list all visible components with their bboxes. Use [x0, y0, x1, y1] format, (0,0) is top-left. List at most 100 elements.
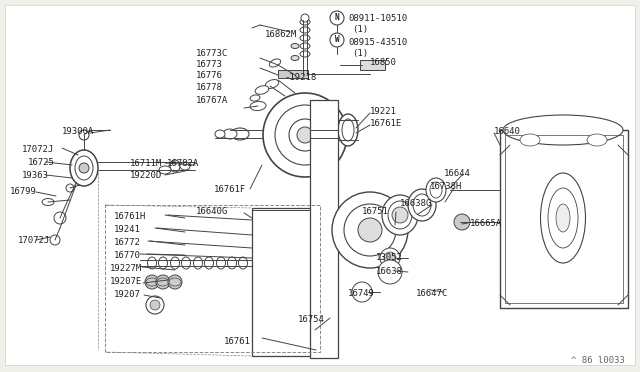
Text: 16761H: 16761H: [114, 212, 147, 221]
Text: 17072J: 17072J: [18, 236, 51, 245]
Ellipse shape: [215, 130, 225, 138]
Ellipse shape: [205, 257, 214, 269]
Circle shape: [79, 130, 89, 140]
Circle shape: [384, 252, 396, 264]
Text: 16761: 16761: [224, 337, 251, 346]
Ellipse shape: [159, 166, 171, 174]
Bar: [360, 60, 385, 70]
Circle shape: [145, 275, 159, 289]
Circle shape: [392, 207, 408, 223]
Ellipse shape: [408, 189, 436, 221]
Ellipse shape: [413, 194, 431, 216]
Ellipse shape: [223, 129, 237, 139]
Text: 16776: 16776: [196, 71, 223, 80]
Circle shape: [66, 184, 74, 192]
Circle shape: [156, 275, 170, 289]
Ellipse shape: [300, 51, 310, 57]
Bar: [500, 130, 628, 308]
Ellipse shape: [170, 257, 179, 269]
Circle shape: [352, 282, 372, 302]
Text: 19207E: 19207E: [110, 277, 142, 286]
Ellipse shape: [266, 80, 278, 89]
Text: 16773C: 16773C: [196, 49, 228, 58]
Text: 16767A: 16767A: [196, 96, 228, 105]
Ellipse shape: [170, 160, 180, 172]
Text: 16640G: 16640G: [196, 207, 228, 216]
Text: 16862M: 16862M: [265, 30, 297, 39]
Text: 16778: 16778: [196, 83, 223, 92]
Text: 16644: 16644: [444, 169, 471, 178]
Ellipse shape: [342, 119, 354, 141]
Circle shape: [54, 212, 66, 224]
Ellipse shape: [556, 204, 570, 232]
Text: 13052: 13052: [376, 253, 403, 262]
Text: 19221: 19221: [370, 107, 397, 116]
Text: (1): (1): [352, 49, 368, 58]
Ellipse shape: [180, 162, 190, 170]
Ellipse shape: [338, 114, 358, 146]
Ellipse shape: [250, 102, 266, 110]
Circle shape: [50, 235, 60, 245]
Text: 16761F: 16761F: [214, 185, 246, 194]
Text: 08915-43510: 08915-43510: [348, 38, 407, 47]
Circle shape: [79, 163, 89, 173]
Text: 19207: 19207: [114, 290, 141, 299]
Text: 16665A: 16665A: [470, 219, 502, 228]
Text: W: W: [335, 35, 339, 45]
Bar: [252, 208, 314, 356]
Text: 19227M: 19227M: [110, 264, 142, 273]
Ellipse shape: [300, 19, 310, 25]
Text: 19363: 19363: [22, 171, 49, 180]
Circle shape: [297, 127, 313, 143]
Circle shape: [150, 300, 160, 310]
Ellipse shape: [503, 115, 623, 145]
Text: 16749: 16749: [348, 289, 375, 298]
Text: 16772: 16772: [114, 238, 141, 247]
Circle shape: [146, 296, 164, 314]
Text: 08911-10510: 08911-10510: [348, 14, 407, 23]
Ellipse shape: [587, 134, 607, 146]
Ellipse shape: [227, 257, 237, 269]
Text: 16725: 16725: [28, 158, 55, 167]
Circle shape: [332, 192, 408, 268]
Ellipse shape: [300, 43, 310, 49]
Text: ^ 86 l0033: ^ 86 l0033: [572, 356, 625, 365]
Text: 16782A: 16782A: [167, 159, 199, 168]
Bar: [310, 100, 338, 358]
Text: 16761E: 16761E: [370, 119, 403, 128]
Ellipse shape: [426, 178, 446, 202]
Ellipse shape: [300, 27, 310, 33]
Ellipse shape: [291, 55, 299, 61]
Ellipse shape: [147, 257, 157, 269]
Circle shape: [344, 204, 396, 256]
Ellipse shape: [231, 128, 249, 140]
Ellipse shape: [193, 257, 202, 269]
Ellipse shape: [430, 182, 442, 198]
Bar: [278, 70, 308, 78]
Ellipse shape: [520, 134, 540, 146]
Circle shape: [378, 260, 402, 284]
Text: 19220D: 19220D: [130, 171, 163, 180]
Ellipse shape: [388, 201, 412, 229]
Ellipse shape: [291, 44, 299, 48]
Circle shape: [454, 214, 470, 230]
Text: 16770: 16770: [114, 251, 141, 260]
Text: 19300A: 19300A: [62, 127, 94, 136]
Text: 16738H: 16738H: [430, 182, 462, 191]
Text: 17072J: 17072J: [22, 145, 54, 154]
Ellipse shape: [250, 95, 260, 101]
Text: N: N: [335, 13, 339, 22]
Text: -19218: -19218: [284, 73, 316, 82]
Ellipse shape: [548, 188, 578, 248]
Circle shape: [263, 93, 347, 177]
Ellipse shape: [541, 173, 586, 263]
Text: 16638: 16638: [376, 267, 403, 276]
Text: 19241: 19241: [114, 225, 141, 234]
Ellipse shape: [382, 195, 418, 235]
Text: 16773: 16773: [196, 60, 223, 69]
Ellipse shape: [255, 86, 269, 94]
Ellipse shape: [300, 35, 310, 41]
Ellipse shape: [75, 156, 93, 180]
Text: 16638G: 16638G: [400, 199, 432, 208]
Ellipse shape: [42, 199, 54, 205]
